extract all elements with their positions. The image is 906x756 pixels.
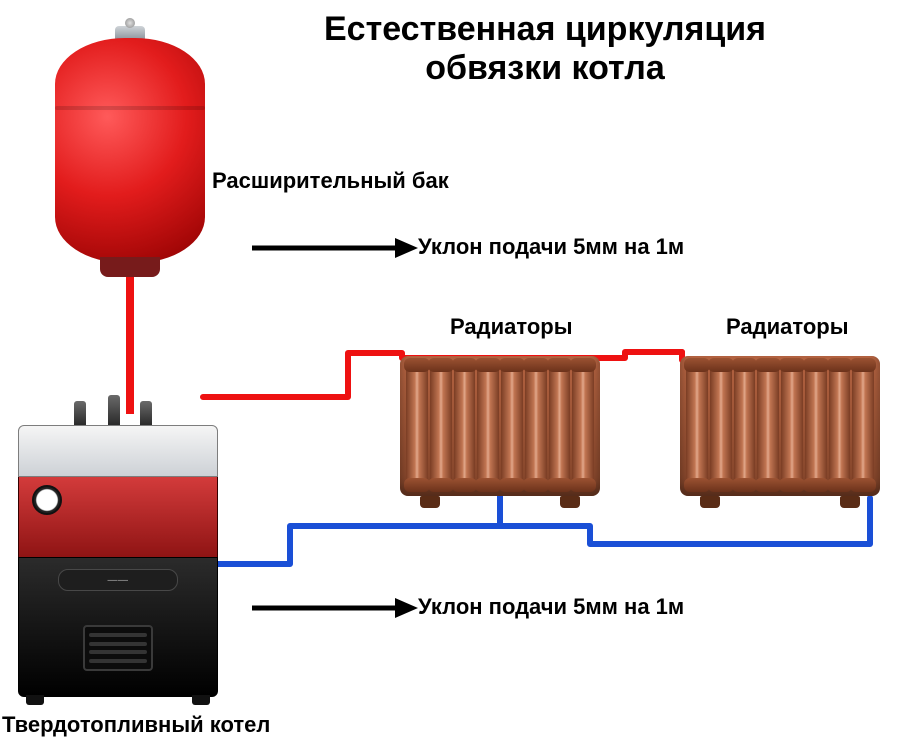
- return-arrow: [252, 598, 418, 618]
- solid-fuel-boiler: ——: [18, 425, 218, 697]
- tank-body: [55, 38, 205, 263]
- boiler-brand-badge: ——: [58, 569, 178, 591]
- radiator-2: [680, 356, 880, 496]
- radiator-2-label: Радиаторы: [726, 314, 849, 340]
- radiator-1-label: Радиаторы: [450, 314, 573, 340]
- boiler-feet: [26, 695, 210, 705]
- supply-arrow: [252, 238, 418, 258]
- diagram-title: Естественная циркуляция обвязки котла: [220, 10, 870, 88]
- tank-foot: [100, 257, 160, 277]
- supply-slope-label: Уклон подачи 5мм на 1м: [418, 234, 684, 260]
- boiler-label: Твердотопливный котел: [2, 712, 270, 738]
- radiator-1: [400, 356, 600, 496]
- boiler-lid: [18, 425, 218, 477]
- title-line-1: Естественная циркуляция: [220, 10, 870, 49]
- cold-return-pipe: [118, 498, 870, 564]
- boiler-vent-icon: [83, 625, 153, 671]
- tank-label: Расширительный бак: [212, 168, 449, 194]
- boiler-top-pipes-icon: [68, 405, 168, 425]
- expansion-tank: [55, 38, 205, 263]
- title-line-2: обвязки котла: [220, 49, 870, 88]
- diagram-canvas: Естественная циркуляция обвязки котла: [0, 0, 906, 756]
- return-slope-label: Уклон подачи 5мм на 1м: [418, 594, 684, 620]
- pressure-gauge-icon: [32, 485, 62, 515]
